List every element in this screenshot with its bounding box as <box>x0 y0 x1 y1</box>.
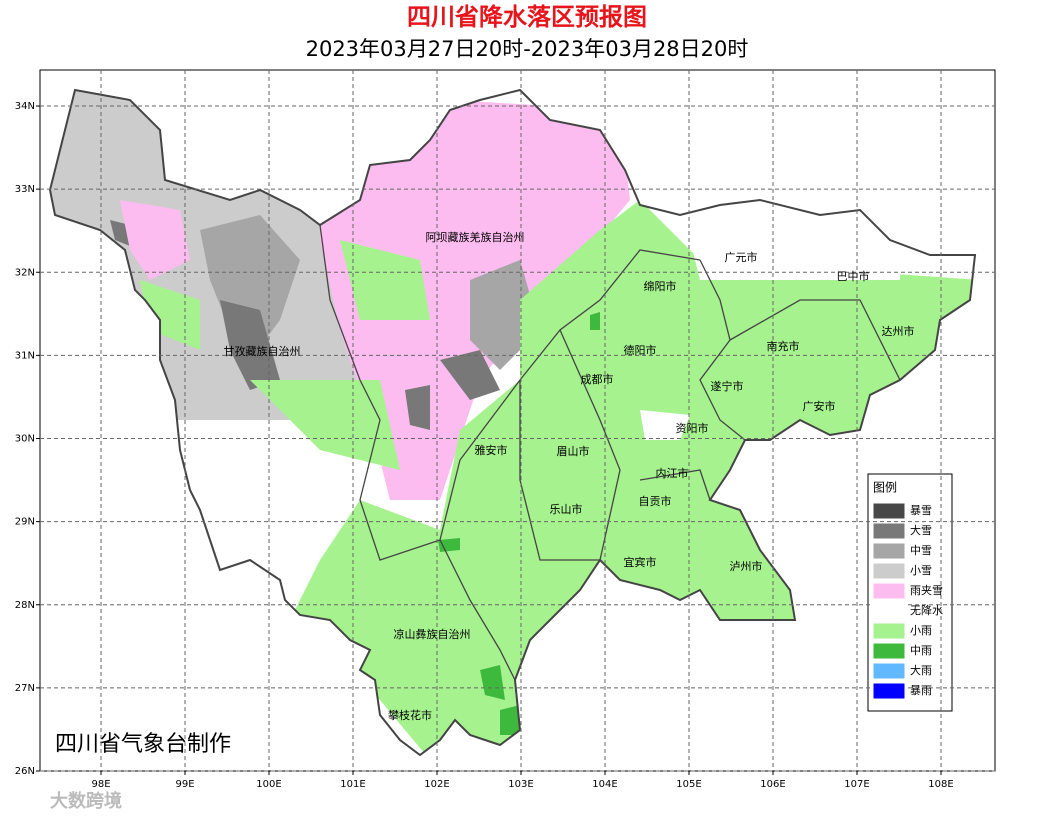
lon-tick-label: 104E <box>592 779 617 790</box>
place-label: 资阳市 <box>676 421 709 435</box>
lat-tick-label: 33N <box>15 184 35 195</box>
place-label: 德阳市 <box>624 343 657 357</box>
legend-swatch <box>872 602 906 620</box>
title: 四川省降水落区预报图 <box>407 3 647 31</box>
place-label: 自贡市 <box>639 494 672 508</box>
place-label: 攀枝花市 <box>388 708 432 722</box>
legend-swatch <box>872 502 906 520</box>
legend-swatch <box>872 642 906 660</box>
place-label: 雅安市 <box>475 443 508 457</box>
subtitle: 2023年03月27日20时-2023年03月28日20时 <box>306 37 749 61</box>
lon-tick-label: 107E <box>844 779 869 790</box>
lon-tick-label: 98E <box>91 779 110 790</box>
legend-label: 雨夹雪 <box>910 584 943 597</box>
lon-tick-label: 101E <box>340 779 365 790</box>
lat-tick-label: 30N <box>15 434 35 445</box>
legend-label: 中雪 <box>910 544 932 557</box>
legend-swatch <box>872 682 906 700</box>
legend-swatch <box>872 622 906 640</box>
legend-label: 暴雪 <box>910 504 932 517</box>
place-label: 成都市 <box>581 372 614 386</box>
legend-label: 小雪 <box>910 564 932 577</box>
legend-swatch <box>872 582 906 600</box>
lon-tick-label: 106E <box>760 779 785 790</box>
legend-swatch <box>872 662 906 680</box>
legend-swatch <box>872 562 906 580</box>
place-label: 眉山市 <box>557 444 590 458</box>
city-borders <box>319 224 901 681</box>
credit: 四川省气象台制作 <box>55 732 231 757</box>
lat-tick-label: 29N <box>15 517 35 528</box>
lat-tick-label: 26N <box>15 766 35 777</box>
place-label: 凉山彝族自治州 <box>394 627 471 641</box>
lon-tick-label: 108E <box>928 779 953 790</box>
legend-swatch <box>872 542 906 560</box>
place-label: 乐山市 <box>550 502 583 516</box>
province-border <box>48 88 977 757</box>
legend-label: 大雪 <box>910 523 932 537</box>
place-label: 遂宁市 <box>711 379 744 393</box>
legend-label: 大雨 <box>910 663 932 677</box>
place-label: 泸州市 <box>730 559 763 573</box>
lat-tick-label: 32N <box>15 267 35 278</box>
place-label: 广安市 <box>803 399 836 413</box>
place-label: 广元市 <box>725 250 758 264</box>
place-label: 巴中市 <box>837 269 870 283</box>
lon-tick-label: 102E <box>424 779 449 790</box>
lon-tick-label: 103E <box>508 779 533 790</box>
legend-label: 无降水 <box>910 603 943 617</box>
lon-tick-label: 105E <box>676 779 701 790</box>
lon-tick-label: 99E <box>175 779 194 790</box>
legend-label: 暴雨 <box>910 684 932 697</box>
lat-tick-label: 27N <box>15 683 35 694</box>
place-label: 甘孜藏族自治州 <box>224 344 301 358</box>
place-label: 宜宾市 <box>624 555 657 569</box>
legend-title: 图例 <box>873 481 897 495</box>
legend-label: 小雨 <box>910 624 932 637</box>
place-label: 阿坝藏族羌族自治州 <box>426 230 525 244</box>
lon-tick-label: 100E <box>256 779 281 790</box>
place-label: 南充市 <box>767 339 800 353</box>
lat-tick-label: 34N <box>15 101 35 112</box>
watermark: 大数跨境 <box>50 790 122 812</box>
lat-tick-label: 31N <box>15 350 35 361</box>
legend-swatch <box>872 522 906 540</box>
place-label: 达州市 <box>882 324 915 338</box>
place-label: 绵阳市 <box>644 279 677 293</box>
lat-tick-label: 28N <box>15 600 35 611</box>
place-label: 内江市 <box>656 466 689 480</box>
legend-label: 中雨 <box>910 644 932 657</box>
